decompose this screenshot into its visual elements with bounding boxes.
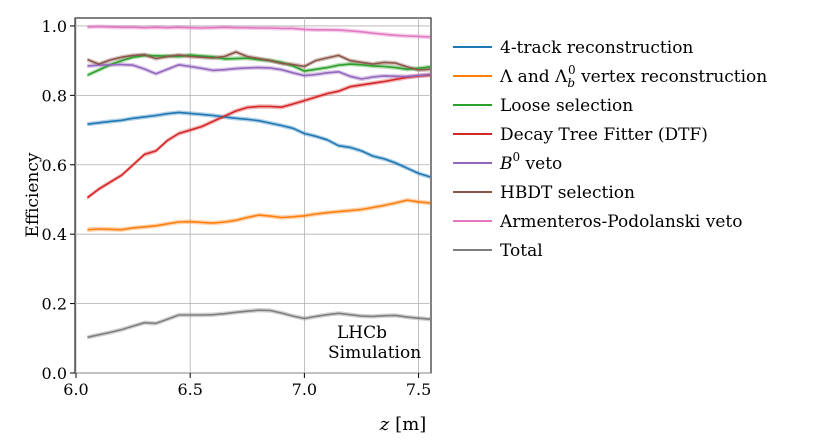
x-axis-ticks: 6.0 6.5 7.0 7.5 xyxy=(63,373,431,399)
legend-label: Λ and Λb0​ vertex reconstruction xyxy=(499,63,767,90)
x-tick-label: 6.0 xyxy=(63,380,88,399)
x-tick-label: 7.0 xyxy=(292,380,317,399)
band-total xyxy=(87,308,431,340)
y-tick-label: 0.2 xyxy=(42,295,67,314)
line-armenteros-podolanski-veto xyxy=(87,25,431,38)
y-axis-label: Efficiency xyxy=(23,152,43,237)
line-and-b-0-vertex-reconstruction xyxy=(87,199,431,231)
y-tick-label: 1.0 xyxy=(42,17,67,36)
y-tick-label: 0.6 xyxy=(42,156,67,175)
legend-label: HBDT selection xyxy=(500,183,635,203)
y-tick-label: 0.8 xyxy=(42,86,67,105)
lhcb-annotation: LHCb xyxy=(337,323,387,343)
line-decay-tree-fitter-dtf xyxy=(86,74,431,199)
x-tick-label: 7.5 xyxy=(406,380,431,399)
line-b-0-veto xyxy=(87,63,431,80)
legend-label: B0​ veto xyxy=(499,150,562,174)
y-tick-label: 0.4 xyxy=(42,225,67,244)
legend-label: 4-track reconstruction xyxy=(500,38,693,58)
plot-frame xyxy=(74,17,432,374)
line-total xyxy=(87,309,431,339)
line-4-track-reconstruction xyxy=(87,111,431,178)
series-lines xyxy=(86,25,431,339)
error-bands xyxy=(87,24,431,340)
band-decay-tree-fitter-dtf xyxy=(87,73,431,200)
legend: 4-track reconstruction Λ and Λb0​ vertex … xyxy=(453,38,767,261)
band-armenteros-podolanski-veto xyxy=(87,24,431,40)
legend-label: Armenteros-Podolanski veto xyxy=(499,212,742,232)
x-axis-label: z [m] xyxy=(379,414,427,435)
legend-label: Total xyxy=(500,241,543,261)
y-tick-label: 0.0 xyxy=(42,364,67,383)
legend-label: Loose selection xyxy=(500,96,633,116)
grid-lines xyxy=(75,18,431,374)
line-hbdt-selection xyxy=(87,51,431,71)
y-axis-ticks: 0.0 0.2 0.4 0.6 0.8 1.0 xyxy=(42,17,75,383)
simulation-annotation: Simulation xyxy=(328,343,421,363)
legend-label: Decay Tree Fitter (DTF) xyxy=(500,125,708,145)
x-tick-label: 6.5 xyxy=(177,380,202,399)
